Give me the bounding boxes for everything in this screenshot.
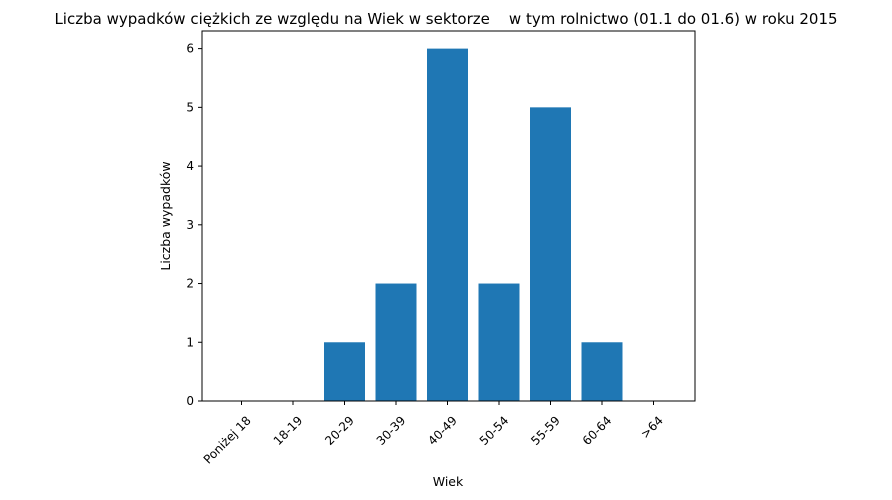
y-axis-label: Liczba wypadków — [158, 161, 173, 270]
x-tick-label: 20-29 — [322, 413, 357, 448]
x-tick-label: 40-49 — [425, 413, 460, 448]
y-tick-label: 4 — [186, 159, 194, 173]
bars-group — [324, 48, 623, 401]
bar-55-59 — [530, 107, 571, 401]
x-tick-label: 60-64 — [580, 413, 615, 448]
bar-30-39 — [375, 283, 417, 401]
x-tick-label: 18-19 — [271, 413, 306, 448]
y-tick-label: 5 — [186, 100, 194, 114]
bar-60-64 — [581, 342, 623, 401]
x-axis-label: Wiek — [433, 474, 464, 489]
y-tick-label: 3 — [186, 218, 194, 232]
bar-40-49 — [427, 48, 468, 401]
bar-20-29 — [324, 342, 365, 401]
x-tick-label: 50-54 — [477, 413, 512, 448]
y-tick-label: 1 — [186, 335, 194, 349]
y-tick-label: 0 — [186, 394, 194, 408]
bar-50-54 — [478, 283, 520, 401]
y-tick-label: 6 — [186, 42, 194, 56]
y-axis: 0 1 2 3 4 5 6 — [186, 42, 202, 408]
x-tick-label: 30-39 — [374, 413, 409, 448]
plot-frame — [201, 30, 696, 402]
x-tick-label: >64 — [638, 413, 666, 441]
chart-title: Liczba wypadków ciężkich ze względu na W… — [54, 10, 837, 28]
x-tick-label: Poniżej 18 — [201, 413, 254, 466]
x-tick-label: 55-59 — [528, 413, 563, 448]
x-axis: Poniżej 18 18-19 20-29 30-39 40-49 50-54 55-59… — [201, 401, 666, 467]
y-tick-label: 2 — [186, 277, 194, 291]
